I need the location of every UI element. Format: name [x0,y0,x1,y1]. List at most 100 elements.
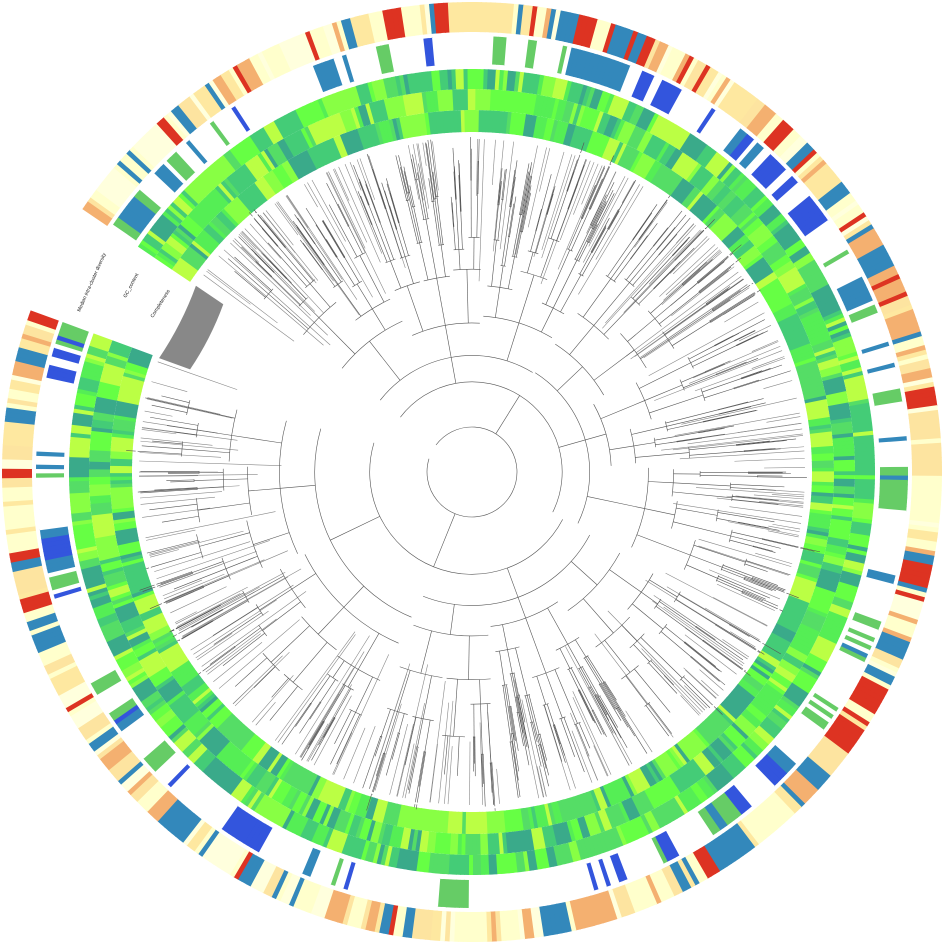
ring-segment [867,659,898,678]
branch [228,409,238,462]
ring-segment [656,781,671,802]
branch [178,571,286,630]
ring-segment [388,43,399,72]
ring-segment [896,349,928,363]
ring-segment [89,468,111,474]
branch [182,448,230,454]
branch [633,442,656,447]
branch [555,637,580,651]
ring-segment [622,822,635,843]
branch [412,144,424,201]
ring-segment [240,60,261,89]
branch [690,656,692,658]
ring-segment [699,777,715,797]
ring-segment [181,98,205,126]
ring-segment [27,615,58,632]
ring-segment [566,797,578,820]
ring-segment [242,137,258,157]
branch [453,226,456,250]
ring-segment [154,254,175,270]
branch [513,673,519,696]
ring-segment [234,728,253,749]
ring-segment [112,425,135,433]
ring-segment [227,107,248,135]
ring-segment [34,632,65,649]
branch [767,530,799,538]
ring-segment [668,747,685,768]
ring-segment [253,91,272,119]
ring-segment [167,204,186,222]
ring-segment [504,37,512,66]
branch [359,158,376,200]
ring-segment [585,53,598,82]
ring-segment [29,620,60,636]
ring-segment [773,260,794,276]
ring-segment [108,636,129,650]
ring-segment [161,244,181,261]
ring-segment [521,876,530,905]
ring-segment [94,676,122,695]
ring-segment [227,750,244,770]
ring-segment [240,733,258,754]
branch [457,736,460,776]
ring-segment [330,784,343,807]
branch [418,163,429,219]
branch [535,208,542,232]
ring-segment [607,828,620,849]
branch [295,703,312,727]
ring-segment [428,809,436,832]
ring-segment [877,512,906,521]
ring-segment [232,144,249,164]
ring-segment [826,540,849,549]
ring-segment [582,107,594,129]
ring-segment [565,101,576,124]
branch [522,192,531,232]
ring-segment [39,644,70,662]
branch [391,733,400,760]
ring-segment [701,149,718,169]
ring-segment [771,257,792,273]
branch [672,237,690,256]
ring-segment [825,543,848,553]
ring-segment [467,911,474,942]
ring-segment [636,815,650,837]
branch [347,669,359,688]
ring-segment [154,708,174,725]
ring-segment [691,64,712,94]
branch [543,704,571,791]
ring-segment [186,183,205,202]
ring-segment [419,851,427,873]
ring-segment [101,369,124,380]
ring-segment [139,605,161,619]
ring-segment [133,680,154,696]
branch [566,248,573,252]
ring-segment [116,537,140,546]
ring-segment [179,774,203,800]
branch [654,432,699,441]
ring-segment [876,418,906,428]
ring-segment [129,145,156,171]
ring-segment [207,164,225,183]
branch [661,433,803,451]
ring-segment [266,751,283,773]
ring-segment [288,764,303,786]
ring-segment [563,798,574,821]
ring-segment [710,711,729,731]
ring-segment [378,903,390,934]
ring-segment [300,771,315,793]
branch [486,703,492,763]
ring-segment [107,583,129,595]
branch [638,198,669,240]
ring-segment [646,113,660,133]
ring-segment [775,309,798,324]
ring-segment [108,750,135,774]
branch [585,433,607,441]
ring-segment [661,145,677,167]
ring-segment [536,41,547,71]
branch [608,179,636,230]
ring-segment [877,508,907,516]
ring-segment [297,152,312,175]
branch [150,549,180,558]
ring-segment [106,693,133,714]
ring-segment [173,729,192,747]
